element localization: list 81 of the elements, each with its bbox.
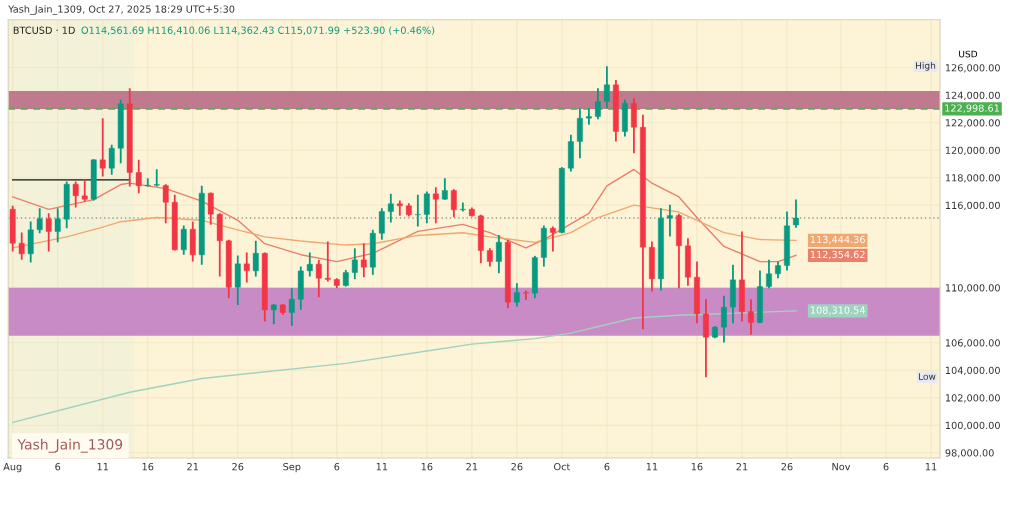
y-tick-label: 120,000.00 xyxy=(945,146,1000,155)
candlestick xyxy=(387,192,394,224)
line-series xyxy=(11,204,797,249)
text: O114,561.69 H116,410.06 L114,362.43 C115,071.99 +523.90 (+0.46%) xyxy=(81,26,435,36)
y-tick-label: 124,000.00 xyxy=(945,91,1000,100)
candlestick xyxy=(252,239,259,278)
x-tick-label: 16 xyxy=(691,462,703,471)
candlestick xyxy=(243,251,250,284)
candlestick xyxy=(432,186,439,225)
y-tick-label: 102,000.00 xyxy=(945,394,1000,403)
y-tick-label: 118,000.00 xyxy=(945,174,1000,183)
x-tick-label: Oct xyxy=(554,462,571,471)
candlestick xyxy=(279,302,286,316)
annotation: Low xyxy=(918,373,936,380)
y-tick-label: 104,000.00 xyxy=(945,366,1000,376)
candlestick xyxy=(99,117,106,178)
candlestick xyxy=(378,207,385,241)
y-tick-label: 116,000.00 xyxy=(945,201,1000,211)
candlestick xyxy=(270,302,277,326)
ref-line-label: 122,998.61 xyxy=(945,104,999,113)
candlestick xyxy=(234,254,241,306)
text: Yash_Jain_1309, Oct 27, 2025 18:29 UTC+5:30 xyxy=(8,5,235,15)
candlestick xyxy=(27,220,34,264)
x-tick-label: 21 xyxy=(187,462,199,471)
candlestick xyxy=(72,180,79,209)
x-tick-label: 6 xyxy=(334,462,340,471)
candlestick xyxy=(54,207,61,244)
candlestick xyxy=(351,247,358,281)
candlestick xyxy=(414,193,421,228)
candlestick xyxy=(162,183,169,225)
x-tick-label: 11 xyxy=(376,463,388,471)
x-tick-label: Nov xyxy=(832,463,851,471)
candlestick xyxy=(306,251,313,278)
data-label: 113,444.36 xyxy=(810,235,865,245)
data-label: 112,354.62 xyxy=(810,250,865,260)
candlestick xyxy=(36,207,43,235)
candlestick xyxy=(153,168,160,188)
x-tick-label: 16 xyxy=(142,462,154,471)
y-tick-label: 106,000.00 xyxy=(945,339,1000,348)
candlestick xyxy=(324,240,331,283)
candlestick xyxy=(396,199,403,217)
candlestick xyxy=(423,190,430,225)
y-tick-label: 98,000.00 xyxy=(945,449,994,458)
y-axis-title: USD xyxy=(959,50,978,58)
text: BTCUSD · 1D xyxy=(13,26,75,34)
x-tick-label: 16 xyxy=(421,462,433,471)
annotation: Yash_Jain_1309 xyxy=(17,438,123,453)
x-tick-label: 6 xyxy=(604,462,610,471)
x-tick-label: 11 xyxy=(646,463,658,471)
candlestick xyxy=(333,277,340,290)
data-label: 108,310.54 xyxy=(810,306,865,315)
x-tick-label: 21 xyxy=(736,462,748,471)
x-tick-label: 26 xyxy=(511,462,523,471)
candlestick xyxy=(360,242,367,279)
x-tick-label: 21 xyxy=(466,462,478,471)
y-tick-label: 110,000.00 xyxy=(945,284,1000,293)
x-tick-label: 11 xyxy=(925,463,937,471)
y-tick-label: 100,000.00 xyxy=(945,421,1000,431)
x-tick-label: 6 xyxy=(883,462,889,471)
x-tick-label: 6 xyxy=(55,462,61,471)
candlestick xyxy=(144,177,151,188)
y-tick-label: 126,000.00 xyxy=(945,64,1000,73)
x-tick-label: Aug xyxy=(3,463,22,473)
x-tick-label: Sep xyxy=(283,462,301,473)
candlestick xyxy=(135,158,142,195)
candlestick xyxy=(522,289,529,301)
annotation: High xyxy=(916,61,936,71)
line-series xyxy=(11,310,797,424)
candlestick xyxy=(405,202,412,218)
candlestick xyxy=(18,231,25,261)
candlestick xyxy=(585,107,592,126)
x-tick-label: 26 xyxy=(781,462,793,471)
candlestick xyxy=(81,178,88,203)
candlestick xyxy=(342,268,349,288)
x-tick-label: 26 xyxy=(232,462,244,471)
y-tick-label: 122,000.00 xyxy=(945,119,1000,128)
x-tick-label: 11 xyxy=(97,463,109,471)
line-series xyxy=(11,168,797,263)
candlestick xyxy=(297,265,304,311)
candlestick xyxy=(459,201,466,213)
candlestick xyxy=(45,212,52,253)
